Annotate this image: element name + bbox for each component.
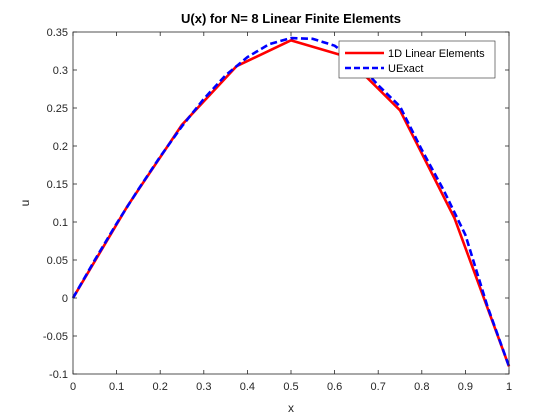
y-tick-label: 0.25 [47, 103, 68, 115]
y-tick-label: 0.2 [53, 141, 68, 153]
x-tick-label: 0.6 [327, 381, 342, 393]
y-tick-label: 0.3 [53, 65, 68, 77]
x-tick-label: 0.9 [458, 381, 473, 393]
legend: 1D Linear Elements UExact [338, 40, 496, 79]
x-tick-label: 0.8 [414, 381, 429, 393]
legend-label-exact: UExact [388, 63, 423, 75]
y-tick-label: 0.15 [47, 179, 68, 191]
x-tick-label: 0.7 [371, 381, 386, 393]
legend-box [338, 40, 496, 79]
x-tick-label: 1 [506, 381, 512, 393]
chart-title: U(x) for N= 8 Linear Finite Elements [181, 11, 401, 26]
y-ticks: -0.1 -0.05 0 0.05 0.1 0.15 0.2 0.25 0.3 0.35 [43, 27, 509, 381]
y-tick-label: 0 [62, 293, 68, 305]
x-tick-label: 0.3 [196, 381, 211, 393]
x-axis-label: x [288, 401, 294, 415]
x-tick-label: 0.5 [283, 381, 298, 393]
y-tick-label: -0.05 [43, 331, 68, 343]
y-tick-label: 0.35 [47, 27, 68, 39]
x-tick-label: 0.1 [109, 381, 124, 393]
x-tick-label: 0.2 [153, 381, 168, 393]
y-axis-label: u [18, 200, 32, 207]
x-tick-label: 0.4 [240, 381, 255, 393]
x-ticks: 0 0.1 0.2 0.3 0.4 0.5 0.6 0.7 0.8 0.9 1 [70, 32, 512, 393]
plot-area [73, 32, 509, 374]
series-line-exact [71, 36, 511, 367]
y-tick-label: -0.1 [49, 369, 68, 381]
y-tick-label: 0.1 [53, 217, 68, 229]
legend-label-linear: 1D Linear Elements [388, 48, 485, 60]
x-tick-label: 0 [70, 381, 76, 393]
y-tick-label: 0.05 [47, 255, 68, 267]
series-layer [71, 36, 511, 367]
